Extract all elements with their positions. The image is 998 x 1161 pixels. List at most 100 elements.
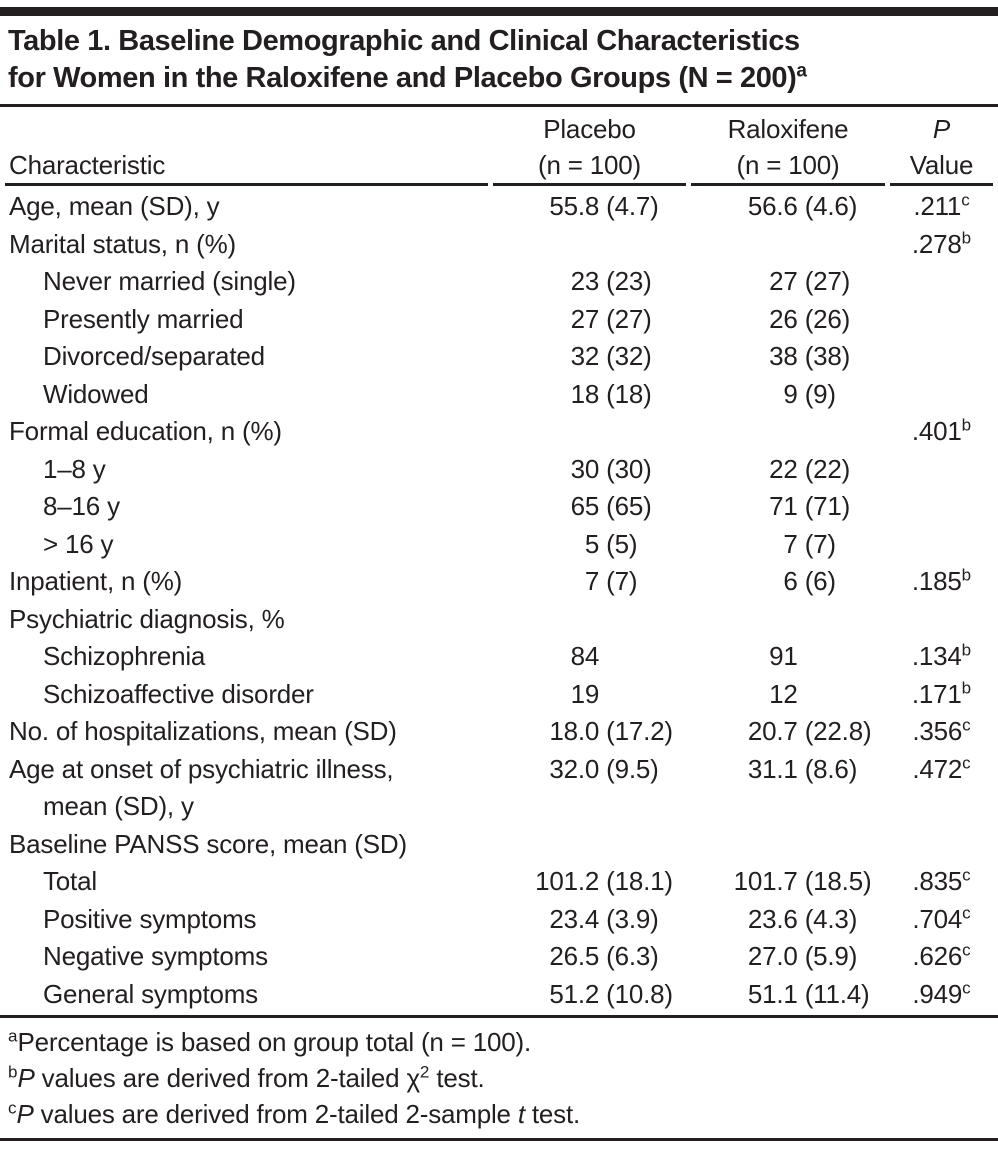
placebo-value: 19	[493, 676, 686, 714]
table-row: Schizophrenia 84 91 .134b	[5, 638, 993, 676]
raloxifene-value: 9 (9)	[691, 376, 885, 414]
table-title-line2: for Women in the Raloxifene and Placebo …	[8, 60, 992, 97]
raloxifene-number: 26	[769, 303, 798, 334]
placebo-number: 18	[570, 378, 600, 409]
placebo-value: 65 (65)	[493, 488, 686, 526]
raloxifene-value: 101.7 (18.5)	[691, 863, 885, 901]
p-value	[890, 301, 993, 339]
raloxifene-parenthetical: (7)	[804, 528, 836, 559]
placebo-value: 23 (23)	[493, 263, 686, 301]
placebo-parenthetical: (18)	[606, 378, 652, 409]
p-value	[890, 376, 993, 414]
table-body: Age, mean (SD), y 55.8 (4.7) 56.6 (4.6) .2…	[5, 186, 993, 1015]
raloxifene-number: 27.0	[747, 941, 798, 971]
footnote: cP values are derived from 2-tailed 2-sa…	[8, 1096, 990, 1132]
placebo-parenthetical: (9.5)	[606, 753, 659, 784]
raloxifene-value	[691, 826, 885, 864]
p-value: .472c	[890, 751, 993, 826]
p-value-footnote-marker: c	[962, 977, 971, 997]
raloxifene-parenthetical: (22.8)	[804, 716, 872, 746]
demographics-table: Characteristic Placebo (n = 100) Raloxif…	[0, 107, 998, 1015]
p-value-number: .835	[912, 866, 963, 896]
placebo-value: 26.5 (6.3)	[493, 938, 686, 976]
row-label-cell: Schizoaffective disorder	[5, 676, 488, 714]
p-value-number: .356	[912, 716, 963, 746]
header-row: Characteristic Placebo (n = 100) Raloxif…	[5, 107, 993, 186]
table-row: Inpatient, n (%) 7 (7) 6 (6) .185b	[5, 563, 993, 601]
placebo-parenthetical: (6.3)	[606, 941, 659, 971]
raloxifene-value: 20.7 (22.8)	[691, 713, 885, 751]
raloxifene-parenthetical: (6)	[804, 566, 836, 596]
placebo-parenthetical: (3.9)	[606, 903, 659, 934]
placebo-parenthetical: (23)	[606, 266, 652, 296]
p-value: .949c	[890, 976, 993, 1016]
p-value-number: .704	[912, 903, 963, 934]
row-label: Divorced/separated	[43, 341, 265, 371]
placebo-parenthetical: (17.2)	[606, 716, 673, 746]
raloxifene-value	[691, 413, 885, 451]
table-row: Total 101.2 (18.1) 101.7 (18.5) .835c	[5, 863, 993, 901]
raloxifene-parenthetical	[798, 676, 885, 714]
footnote-marker: a	[8, 1026, 18, 1046]
placebo-number: 101.2	[535, 866, 600, 896]
p-value: .835c	[890, 863, 993, 901]
p-value-footnote-marker: c	[962, 715, 971, 735]
footnote-text: values are derived from 2-tailed 2-sampl…	[33, 1099, 518, 1129]
raloxifene-parenthetical: (9)	[804, 378, 836, 409]
table-row: Age, mean (SD), y 55.8 (4.7) 56.6 (4.6) .2…	[5, 186, 993, 226]
p-header-word: Value	[909, 150, 974, 180]
placebo-number: 65	[570, 491, 600, 521]
placebo-number: 84	[570, 641, 600, 671]
footnote-text: test.	[524, 1099, 581, 1129]
placebo-parenthetical: (10.8)	[606, 978, 673, 1009]
placebo-number: 18.0	[549, 716, 600, 746]
table-row: General symptoms 51.2 (10.8) 51.1 (11.4) .…	[5, 976, 993, 1016]
row-label: Marital status, n (%)	[9, 228, 236, 259]
placebo-parenthetical: (7)	[606, 566, 638, 596]
row-label: Age at onset of psychiatric illness,	[9, 753, 394, 784]
row-label-cell: Age, mean (SD), y	[5, 186, 488, 226]
placebo-number: 27	[570, 303, 600, 334]
placebo-number: 23	[570, 266, 600, 296]
row-label: Formal education, n (%)	[9, 416, 282, 446]
placebo-number: 19	[570, 678, 600, 709]
p-value	[890, 488, 993, 526]
placebo-parenthetical: (27)	[606, 303, 652, 334]
placebo-number: 26.5	[549, 941, 600, 971]
raloxifene-parenthetical: (5.9)	[804, 941, 858, 971]
p-value-footnote-marker: c	[961, 190, 970, 210]
footnote: aPercentage is based on group total (n =…	[8, 1024, 990, 1060]
raloxifene-number: 38	[769, 341, 798, 371]
table-row: Divorced/separated 32 (32) 38 (38)	[5, 338, 993, 376]
p-value-footnote-marker: c	[962, 865, 971, 885]
table-row: Presently married 27 (27) 26 (26)	[5, 301, 993, 339]
p-value	[890, 263, 993, 301]
column-header-raloxifene: Raloxifene (n = 100)	[691, 107, 885, 186]
p-value-footnote-marker: c	[962, 752, 971, 772]
raloxifene-value: 31.1 (8.6)	[691, 751, 885, 826]
row-label-cell: Schizophrenia	[5, 638, 488, 676]
row-label-cell: No. of hospitalizations, mean (SD)	[5, 713, 488, 751]
placebo-parenthetical: (18.1)	[606, 866, 673, 896]
table-title-line2-text: for Women in the Raloxifene and Placebo …	[8, 62, 797, 94]
p-value: .185b	[890, 563, 993, 601]
raloxifene-parenthetical: (18.5)	[804, 866, 872, 896]
placebo-parenthetical: (32)	[606, 341, 652, 371]
raloxifene-value: 27 (27)	[691, 263, 885, 301]
table-row: 8–16 y 65 (65) 71 (71)	[5, 488, 993, 526]
raloxifene-number: 27	[769, 266, 798, 296]
p-value-footnote-marker: b	[961, 640, 972, 660]
raloxifene-number: 23.6	[747, 903, 798, 934]
raloxifene-header-n: (n = 100)	[736, 150, 840, 180]
table-row: Positive symptoms 23.4 (3.9) 23.6 (4.3) .7…	[5, 901, 993, 939]
p-value-number: .211	[913, 191, 962, 221]
footnote-text: P	[16, 1099, 34, 1129]
table-row: Baseline PANSS score, mean (SD)	[5, 826, 993, 864]
p-value-footnote-marker: c	[962, 902, 971, 922]
p-value: .134b	[890, 638, 993, 676]
raloxifene-parenthetical: (4.6)	[804, 191, 858, 221]
row-label: 1–8 y	[43, 453, 106, 484]
table-row: > 16 y 5 (5) 7 (7)	[5, 526, 993, 564]
p-value-number: .949	[912, 978, 963, 1009]
placebo-parenthetical: (30)	[606, 453, 652, 484]
